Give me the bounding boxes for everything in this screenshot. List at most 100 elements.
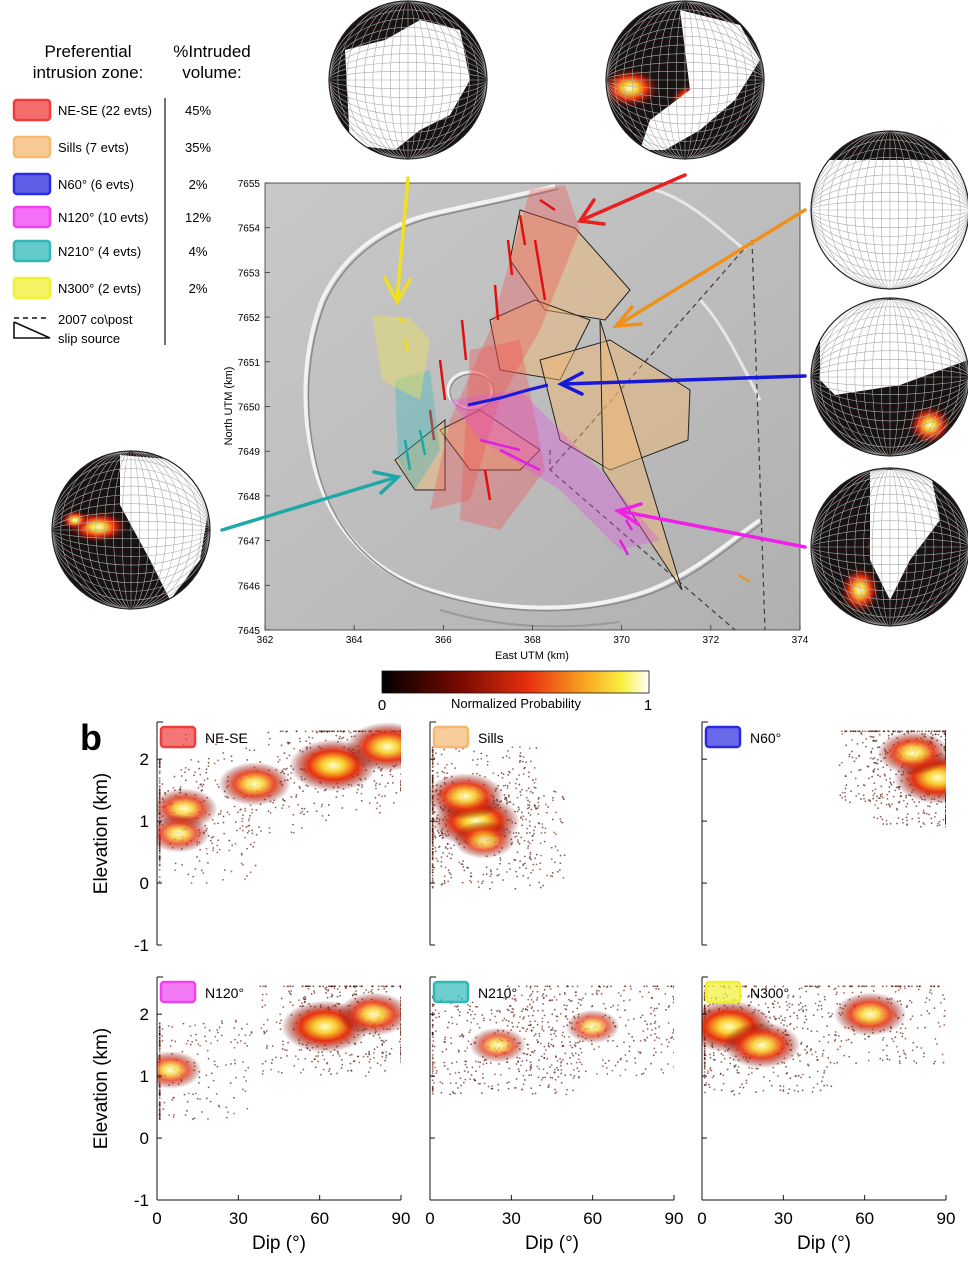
heatmap-ylabel: Elevation (km) bbox=[91, 773, 112, 894]
colorbar-label: Normalized Probability bbox=[451, 696, 582, 711]
map-y-tick-label: 7651 bbox=[238, 358, 261, 369]
legend-swatch bbox=[12, 135, 52, 159]
legend-item-label: N300° (2 evts) bbox=[58, 281, 141, 296]
legend-item-volume: 12% bbox=[185, 210, 211, 225]
stereonet-outline bbox=[810, 297, 968, 457]
map-y-tick-label: 7648 bbox=[238, 492, 261, 503]
heatmap-y-tick-label: 0 bbox=[140, 874, 149, 893]
map-x-tick-label: 370 bbox=[613, 635, 630, 646]
heatmap-hotspot bbox=[565, 1009, 620, 1044]
legend-swatch bbox=[12, 276, 52, 300]
sills-shapes bbox=[394, 209, 691, 591]
stereonets bbox=[51, 0, 968, 627]
stereonet-grid bbox=[811, 131, 968, 289]
heatmap-series-swatch bbox=[704, 725, 742, 749]
slip-source-label-2: slip source bbox=[58, 331, 120, 346]
stereonet-outline bbox=[51, 450, 211, 610]
heatmap-series-label: Sills bbox=[478, 730, 504, 746]
legend-volume-header-2: volume: bbox=[182, 63, 242, 82]
heatmap-series-label: N120° bbox=[205, 985, 244, 1001]
legend-item: N120° (10 evts) 12% bbox=[12, 205, 211, 229]
arrow-blue bbox=[557, 371, 807, 396]
legend: Preferential intrusion zone: %Intruded v… bbox=[12, 42, 251, 346]
colorbar-gradient bbox=[381, 670, 650, 694]
colorbar-max: 1 bbox=[644, 697, 652, 714]
stereonet-empty-region bbox=[120, 455, 210, 600]
map-y-ticks: 7645 7646 7647 7648 7649 7650 7651 7652 7653 7654… bbox=[238, 179, 270, 637]
heatmap-x-tick-label: 60 bbox=[310, 1209, 329, 1228]
arrow-yellow bbox=[383, 176, 412, 306]
legend-item-volume: 45% bbox=[185, 103, 211, 118]
n210-shapes bbox=[395, 370, 440, 490]
stereonet-outline bbox=[810, 130, 968, 290]
stereonet-outline bbox=[328, 0, 488, 160]
legend-item-label: NE-SE (22 evts) bbox=[58, 103, 152, 118]
heatmap-ylabel: Elevation (km) bbox=[91, 1028, 112, 1149]
heatmap-hotspot bbox=[453, 820, 516, 859]
stereonet-n300 bbox=[810, 297, 968, 457]
heatmap-series-swatch bbox=[159, 725, 197, 749]
heatmap-x-tick-label: 0 bbox=[425, 1209, 434, 1228]
heatmap-hotspot bbox=[337, 992, 401, 1036]
heatmap-series-label: NE-SE bbox=[205, 730, 248, 746]
arrow-magenta bbox=[613, 502, 807, 549]
slip-source-triangle-icon bbox=[13, 321, 51, 339]
map-xlabel: East UTM (km) bbox=[495, 650, 569, 662]
heatmap-series-label: N300° bbox=[750, 985, 789, 1001]
heatmap-series-label: N210° bbox=[478, 985, 517, 1001]
heatmap-xlabel: Dip (°) bbox=[252, 1233, 306, 1254]
map-x-tick-label: 362 bbox=[257, 635, 274, 646]
heatmap-x-tick-label: 60 bbox=[583, 1209, 602, 1228]
stereonet-ne-se bbox=[328, 0, 488, 160]
stereonet-density-hotspot bbox=[61, 510, 89, 530]
heatmap-x-tick-label: 30 bbox=[502, 1209, 521, 1228]
heatmap-y-tick-label: 1 bbox=[140, 812, 149, 831]
caldera-rims bbox=[303, 184, 764, 628]
heatmap-y-tick-label: 2 bbox=[140, 750, 149, 769]
legend-item-volume: 4% bbox=[189, 244, 208, 259]
heatmap-hotspot bbox=[157, 1050, 202, 1089]
n300-shapes bbox=[372, 315, 430, 400]
colorbar: 0 Normalized Probability 1 bbox=[378, 670, 652, 714]
heatmap-series-swatch bbox=[159, 980, 197, 1004]
heatmap-series-swatch bbox=[432, 980, 470, 1004]
heatmap-panel: 0 30 60 90 Dip (°) N300° bbox=[697, 976, 956, 1254]
map-x-ticks: 362 364 366 368 370 372 374 bbox=[257, 625, 809, 646]
stereonet-outline bbox=[810, 467, 968, 627]
map-x-tick-label: 364 bbox=[346, 635, 363, 646]
heatmap-xlabel: Dip (°) bbox=[797, 1233, 851, 1254]
arrows bbox=[220, 173, 807, 549]
legend-item: N60° (6 evts) 2% bbox=[12, 172, 208, 196]
map-x-tick-label: 366 bbox=[435, 635, 452, 646]
n60-shapes bbox=[467, 383, 549, 407]
stereonet-sills bbox=[605, 0, 765, 160]
map-y-tick-label: 7652 bbox=[238, 313, 261, 324]
map-ylabel: North UTM (km) bbox=[223, 367, 235, 446]
legend-items: NE-SE (22 evts) 45% Sills (7 evts) 35% N60° … bbox=[12, 98, 211, 300]
map-x-tick-label: 368 bbox=[524, 635, 541, 646]
heatmap-x-tick-label: 90 bbox=[937, 1209, 956, 1228]
n120-shapes bbox=[450, 390, 660, 556]
panel-b-label: b bbox=[80, 717, 102, 758]
stereonet-n210 bbox=[810, 130, 968, 290]
arrow-teal bbox=[220, 470, 402, 532]
heatmap-x-tick-label: 30 bbox=[774, 1209, 793, 1228]
legend-volume-header-1: %Intruded bbox=[173, 42, 251, 61]
slip-source-label-1: 2007 co\post bbox=[58, 312, 133, 327]
legend-zone-header-1: Preferential bbox=[45, 42, 132, 61]
legend-swatch bbox=[12, 98, 52, 122]
heatmap-hotspot bbox=[833, 992, 907, 1036]
orange-dike-segment bbox=[737, 574, 751, 583]
map-x-tick-label: 374 bbox=[792, 635, 809, 646]
stereonet-empty-region bbox=[870, 470, 940, 600]
heatmap-y-tick-label: -1 bbox=[134, 936, 149, 955]
colorbar-min: 0 bbox=[378, 697, 386, 714]
heatmap-series-swatch bbox=[432, 725, 470, 749]
stereonet-grid bbox=[52, 451, 210, 609]
legend-item: NE-SE (22 evts) 45% bbox=[12, 98, 211, 122]
map-x-tick-label: 372 bbox=[702, 635, 719, 646]
heatmap-series-swatch bbox=[704, 980, 742, 1004]
